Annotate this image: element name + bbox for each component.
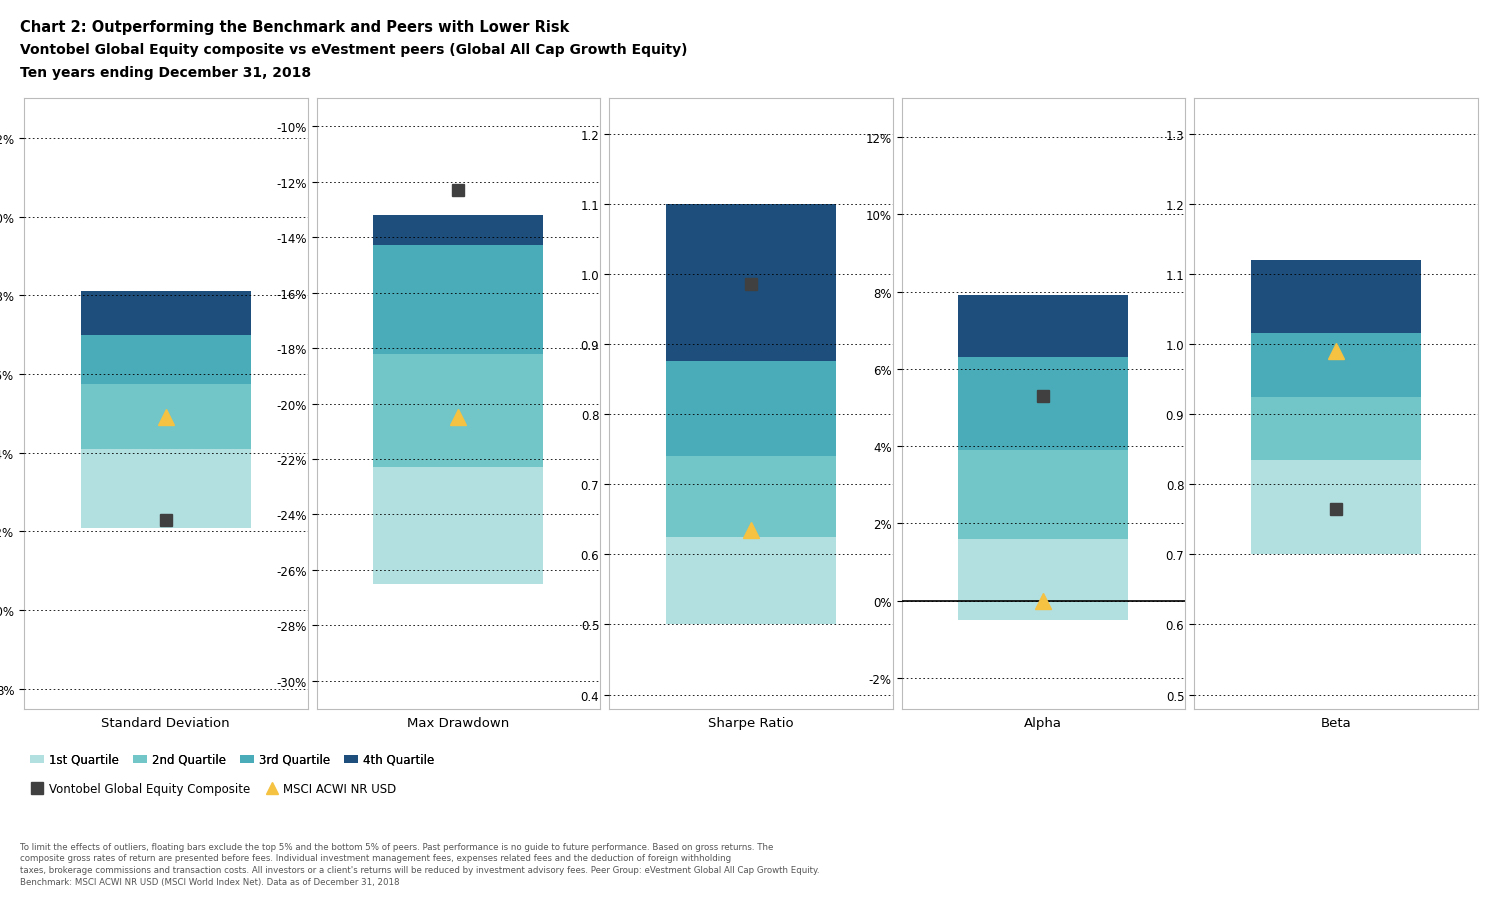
X-axis label: Alpha: Alpha [1024,716,1062,729]
Bar [958,451,1128,539]
Bar [81,335,251,385]
Bar [1251,461,1420,554]
Bar [666,457,836,537]
X-axis label: Standard Deviation: Standard Deviation [102,716,230,729]
X-axis label: Max Drawdown: Max Drawdown [406,716,510,729]
Bar [1251,260,1420,334]
Text: To limit the effects of outliers, floating bars exclude the top 5% and the botto: To limit the effects of outliers, floati… [20,842,819,886]
Text: Ten years ending December 31, 2018: Ten years ending December 31, 2018 [20,66,310,79]
X-axis label: Beta: Beta [1320,716,1352,729]
Bar [374,216,543,247]
Bar [666,362,836,457]
Bar [958,358,1128,451]
Bar [958,296,1128,358]
Legend: Vontobel Global Equity Composite, MSCI ACWI NR USD: Vontobel Global Equity Composite, MSCI A… [26,777,402,799]
Bar [374,247,543,354]
Bar [81,292,251,335]
Bar [81,385,251,450]
Text: Vontobel Global Equity composite vs eVestment peers (Global All Cap Growth Equit: Vontobel Global Equity composite vs eVes… [20,43,687,57]
Bar [1251,397,1420,461]
Bar [666,204,836,362]
Bar [1251,334,1420,397]
Bar [374,354,543,468]
X-axis label: Sharpe Ratio: Sharpe Ratio [708,716,794,729]
Text: Chart 2: Outperforming the Benchmark and Peers with Lower Risk: Chart 2: Outperforming the Benchmark and… [20,20,568,35]
Bar [958,539,1128,620]
Legend: 1st Quartile, 2nd Quartile, 3rd Quartile, 4th Quartile: 1st Quartile, 2nd Quartile, 3rd Quartile… [26,749,439,770]
Bar [374,468,543,584]
Bar [81,450,251,528]
Bar [666,537,836,625]
